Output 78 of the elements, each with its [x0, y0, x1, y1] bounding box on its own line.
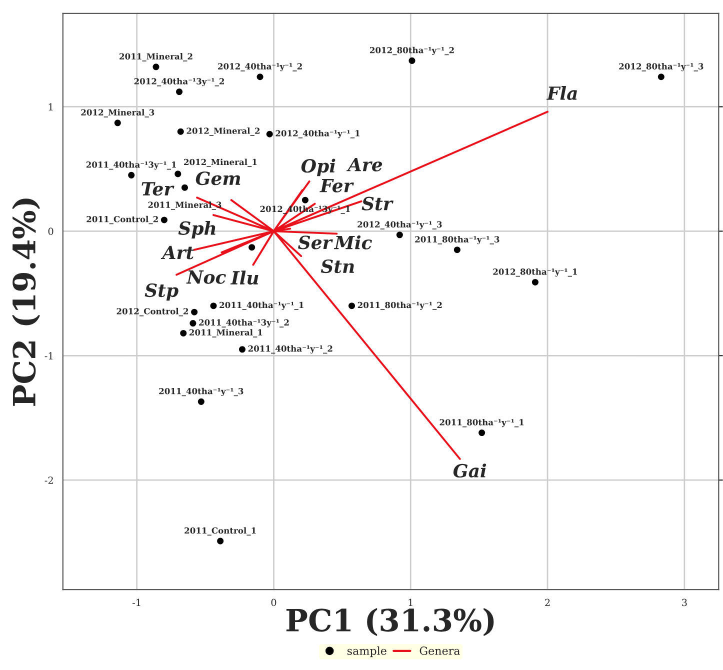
x-tick-label: 1 — [408, 598, 412, 606]
annotation: Gai — [453, 464, 486, 478]
point — [191, 308, 198, 316]
annotation: 2011_80tha⁻¹y⁻¹_1 — [440, 418, 524, 428]
y-tick-label: -1 — [44, 352, 52, 360]
y-tick-label: -2 — [44, 476, 53, 484]
point — [181, 184, 188, 191]
annotation: Mic — [334, 235, 372, 250]
point — [217, 538, 224, 544]
annotation: 2011_40tha⁻¹y⁻¹_3 — [159, 388, 244, 396]
point — [454, 246, 460, 254]
annotation: Art — [160, 246, 194, 260]
legend-label: sample — [347, 646, 386, 658]
y-tick-label: 1 — [48, 103, 52, 110]
point — [302, 196, 308, 204]
x-tick-label: 3 — [682, 598, 687, 606]
annotation: Noc — [186, 270, 226, 284]
point — [248, 244, 256, 251]
annotation: 2011_Mineral_1 — [189, 329, 262, 338]
point — [128, 172, 135, 178]
annotation: 2011_80tha⁻¹y⁻¹_2 — [358, 302, 442, 310]
annotation: Fer — [320, 178, 354, 192]
point — [190, 320, 196, 327]
annotation: Ilu — [230, 270, 258, 285]
point — [408, 57, 416, 64]
point — [176, 88, 183, 96]
y-tick-label: 0 — [48, 228, 54, 236]
annotation: Gem — [196, 171, 240, 186]
annotation: 2012_Mineral_2 — [186, 127, 260, 136]
x-tick-label: 0 — [271, 598, 276, 606]
annotation: 2012_40tha⁻¹y⁻¹_3 — [358, 221, 442, 230]
annotation: 2011_Mineral_2 — [120, 53, 192, 62]
x-tick-label: -1 — [132, 598, 140, 606]
point — [348, 302, 356, 310]
annotation: 2012_80tha⁻¹y⁻¹_1 — [493, 268, 577, 277]
annotation: 2011_80tha⁻¹y⁻¹_3 — [415, 236, 500, 244]
point — [152, 64, 160, 70]
annotation: Opi — [301, 158, 336, 176]
annotation: 2012_Control_2 — [116, 308, 188, 316]
point — [177, 128, 184, 135]
x-axis-title: PC1 (31.3%) — [286, 608, 494, 636]
annotation: Ser — [298, 236, 333, 250]
annotation: Str — [362, 196, 394, 210]
annotation: 2011_40tha⁻¹3y⁻¹_2 — [199, 319, 289, 328]
point — [256, 74, 264, 80]
x-tick-label: 2 — [545, 598, 550, 606]
point — [198, 398, 204, 405]
point — [532, 278, 538, 286]
point — [174, 170, 182, 178]
annotation: Stp — [144, 283, 178, 301]
annotation: 2011_Control_1 — [184, 527, 256, 536]
legend-label: Genera — [420, 646, 460, 655]
annotation: Sph — [178, 220, 216, 238]
point — [210, 302, 217, 310]
annotation: 2012_40tha⁻¹3y⁻¹_2 — [134, 78, 224, 86]
annotation: 2012_40tha⁻¹y⁻¹_2 — [218, 63, 302, 72]
annotation: 2011_Control_2 — [86, 216, 158, 224]
point — [180, 330, 187, 336]
annotation: 2012_Mineral_1 — [184, 158, 257, 167]
annotation: Fla — [546, 86, 577, 100]
annotation: 2011_40tha⁻¹y⁻¹_2 — [248, 345, 332, 354]
point — [238, 346, 246, 353]
annotation: Are — [346, 158, 382, 172]
annotation: 2012_Mineral_3 — [81, 109, 154, 118]
annotation: Stn — [320, 259, 354, 274]
point — [478, 430, 486, 436]
point — [266, 130, 273, 138]
point — [658, 74, 664, 80]
y-axis-title: PC2 (19.4%) — [12, 198, 40, 406]
point — [160, 216, 168, 224]
point — [114, 120, 121, 126]
annotation: 2012_80tha⁻¹y⁻¹_3 — [619, 63, 704, 72]
annotation: 2011_40tha⁻¹3y⁻¹_1 — [86, 161, 176, 170]
annotation: Ter — [142, 182, 174, 196]
annotation: 2012_40tha⁻¹y⁻¹_1 — [276, 130, 360, 138]
annotation: 2012_80tha⁻¹y⁻¹_2 — [370, 46, 454, 56]
point — [396, 232, 403, 238]
annotation: 2011_40tha⁻¹y⁻¹_1 — [220, 302, 304, 310]
